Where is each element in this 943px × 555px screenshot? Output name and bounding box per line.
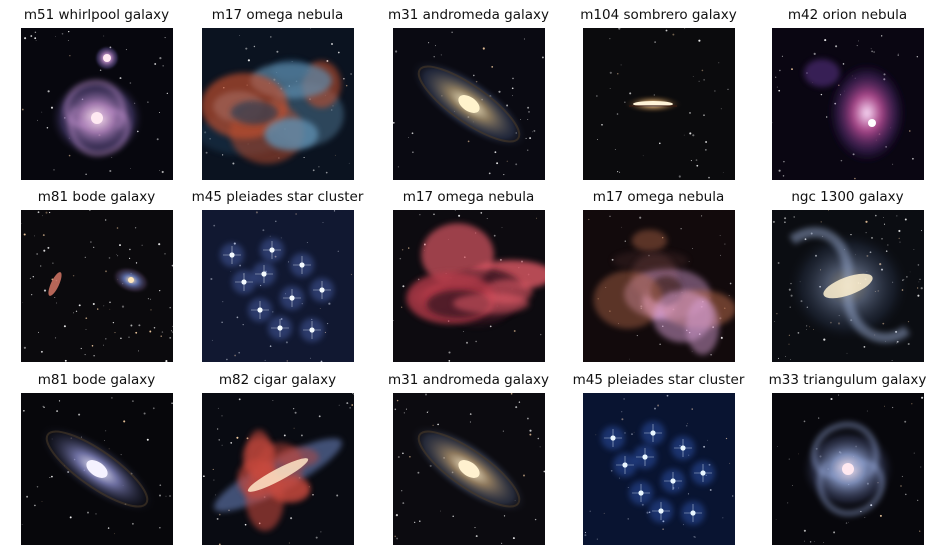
astronomy-image-graphic xyxy=(393,393,545,545)
astronomy-image xyxy=(583,28,735,180)
astronomy-image-graphic xyxy=(772,210,924,362)
astronomy-image xyxy=(393,210,545,362)
astronomy-image-graphic xyxy=(393,28,545,180)
astronomy-image xyxy=(772,28,924,180)
tile-caption: m17 omega nebula xyxy=(402,189,535,205)
astronomy-image-graphic xyxy=(21,393,173,545)
astronomy-image xyxy=(583,210,735,362)
astronomy-image xyxy=(393,28,545,180)
tile-caption: m17 omega nebula xyxy=(211,7,344,23)
astronomy-image xyxy=(772,393,924,545)
astronomy-image-graphic xyxy=(772,393,924,545)
tile-caption: m31 andromeda galaxy xyxy=(388,7,549,23)
astronomy-image xyxy=(21,210,173,362)
tile-caption: m104 sombrero galaxy xyxy=(580,7,737,23)
tile-caption: m31 andromeda galaxy xyxy=(388,372,549,388)
tile-caption: m81 bode galaxy xyxy=(37,372,156,388)
astronomy-image xyxy=(202,393,354,545)
tile-caption: m33 triangulum galaxy xyxy=(768,372,927,388)
tile-caption: m17 omega nebula xyxy=(592,189,725,205)
astronomy-image xyxy=(202,28,354,180)
astronomy-image-graphic xyxy=(583,393,735,545)
astronomy-image-graphic xyxy=(583,210,735,362)
astronomy-image-graphic xyxy=(21,210,173,362)
astronomy-image-graphic xyxy=(393,210,545,362)
astronomy-image xyxy=(21,393,173,545)
tile-caption: m82 cigar galaxy xyxy=(218,372,337,388)
astronomy-image-graphic xyxy=(202,210,354,362)
astronomy-image xyxy=(202,210,354,362)
astronomy-image-graphic xyxy=(583,28,735,180)
astronomy-image xyxy=(21,28,173,180)
astronomy-image-graphic xyxy=(772,28,924,180)
astronomy-image xyxy=(393,393,545,545)
astronomy-image xyxy=(772,210,924,362)
astronomy-image-graphic xyxy=(21,28,173,180)
tile-caption: m81 bode galaxy xyxy=(37,189,156,205)
tile-caption: m42 orion nebula xyxy=(787,7,908,23)
astronomy-image-graphic xyxy=(202,28,354,180)
astronomy-image-graphic xyxy=(202,393,354,545)
tile-caption: m51 whirlpool galaxy xyxy=(23,7,170,23)
astronomy-image xyxy=(583,393,735,545)
tile-caption: ngc 1300 galaxy xyxy=(791,189,904,205)
tile-caption: m45 pleiades star cluster xyxy=(572,372,745,388)
tile-caption: m45 pleiades star cluster xyxy=(191,189,364,205)
